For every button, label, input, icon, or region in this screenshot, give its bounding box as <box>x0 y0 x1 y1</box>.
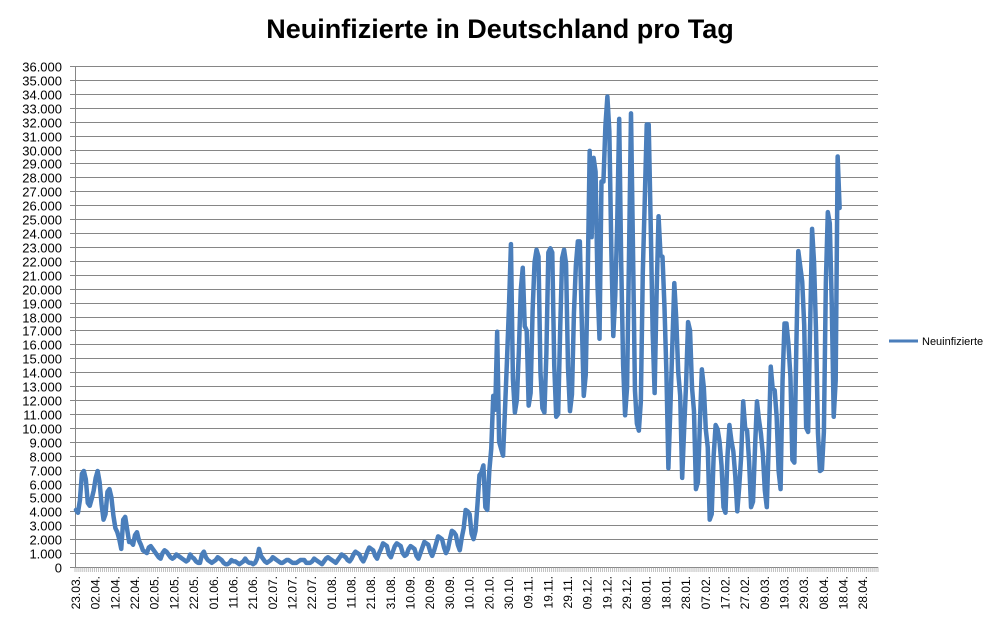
x-tick-label: 22.05. <box>187 576 201 609</box>
y-tick-label: 28.000 <box>22 171 62 186</box>
y-tick-label: 2.000 <box>29 533 62 548</box>
x-tick-label: 09.11. <box>522 576 536 608</box>
x-tick-label: 28.04. <box>856 576 870 609</box>
y-tick-label: 3.000 <box>29 519 62 534</box>
x-tick-label: 29.11. <box>561 576 575 608</box>
y-tick-label: 16.000 <box>22 338 62 353</box>
x-tick-label: 29.12. <box>620 576 634 609</box>
x-tick-label: 22.07. <box>305 576 319 609</box>
x-tick-label: 18.04. <box>837 576 851 609</box>
x-tick-label: 18.01. <box>659 576 673 609</box>
gridlines <box>70 66 878 568</box>
x-tick-label: 01.06. <box>207 576 221 609</box>
x-tick-label: 02.05. <box>148 576 162 609</box>
x-tick-label: 30.10. <box>502 576 516 609</box>
y-tick-label: 14.000 <box>22 366 62 381</box>
y-tick-label: 15.000 <box>22 352 62 367</box>
x-tick-label: 02.07. <box>266 576 280 609</box>
y-tick-label: 17.000 <box>22 324 62 339</box>
x-tick-label: 08.04. <box>817 576 831 609</box>
y-tick-label: 18.000 <box>22 311 62 326</box>
y-tick-label: 32.000 <box>22 116 62 131</box>
y-tick-label: 27.000 <box>22 185 62 200</box>
x-tick-label: 10.09. <box>404 576 418 609</box>
legend-label: Neuinfizierte <box>922 336 983 348</box>
y-tick-label: 31.000 <box>22 130 62 145</box>
x-tick-label: 09.03. <box>758 576 772 609</box>
x-tick-label: 12.04. <box>108 576 122 609</box>
y-tick-label: 8.000 <box>29 450 62 465</box>
x-tick-label: 29.03. <box>797 576 811 609</box>
y-tick-label: 22.000 <box>22 255 62 270</box>
x-tick-label: 19.12. <box>600 576 614 609</box>
y-tick-label: 36.000 <box>22 60 62 75</box>
y-tick-label: 21.000 <box>22 269 62 284</box>
y-tick-label: 26.000 <box>22 199 62 214</box>
y-tick-label: 4.000 <box>29 505 62 520</box>
y-tick-label: 34.000 <box>22 88 62 103</box>
x-tick-label: 27.02. <box>738 576 752 609</box>
x-tick-label: 17.02. <box>719 576 733 609</box>
y-tick-label: 20.000 <box>22 283 62 298</box>
chart-title: Neuinfizierte in Deutschland pro Tag <box>266 14 734 44</box>
legend: Neuinfizierte <box>889 336 983 348</box>
y-tick-label: 1.000 <box>29 547 62 562</box>
y-axis-tick-labels: 01.0002.0003.0004.0005.0006.0007.0008.00… <box>22 60 62 576</box>
x-tick-label: 08.01. <box>640 576 654 609</box>
y-tick-label: 7.000 <box>29 464 62 479</box>
x-tick-label: 12.07. <box>286 576 300 609</box>
x-axis <box>74 66 879 572</box>
x-tick-label: 19.03. <box>778 576 792 609</box>
y-tick-label: 0 <box>55 561 62 576</box>
y-tick-label: 10.000 <box>22 422 62 437</box>
x-tick-label: 21.06. <box>246 576 260 609</box>
x-tick-label: 20.09. <box>423 576 437 609</box>
y-tick-label: 24.000 <box>22 227 62 242</box>
x-tick-label: 22.04. <box>128 576 142 609</box>
x-tick-label: 21.08. <box>364 576 378 609</box>
y-tick-label: 33.000 <box>22 102 62 117</box>
x-tick-label: 09.12. <box>581 576 595 609</box>
y-tick-label: 12.000 <box>22 394 62 409</box>
x-tick-label: 01.08. <box>325 576 339 609</box>
x-tick-label: 30.09. <box>443 576 457 609</box>
y-tick-label: 35.000 <box>22 74 62 89</box>
y-tick-label: 30.000 <box>22 144 62 159</box>
x-tick-label: 10.10. <box>463 576 477 609</box>
x-tick-label: 07.02. <box>699 576 713 609</box>
x-tick-label: 23.03. <box>69 576 83 609</box>
x-tick-label: 12.05. <box>167 576 181 609</box>
series-layer <box>73 94 842 567</box>
y-tick-label: 13.000 <box>22 380 62 395</box>
y-tick-label: 11.000 <box>23 408 62 423</box>
x-tick-label: 02.04. <box>89 576 103 609</box>
x-tick-label: 20.10. <box>482 576 496 609</box>
y-tick-label: 9.000 <box>29 436 62 451</box>
series-line-neuinfizierte <box>73 94 842 567</box>
y-tick-label: 6.000 <box>29 478 62 493</box>
x-tick-label: 11.08. <box>345 576 359 608</box>
x-axis-tick-labels: 23.03. 02.04. 12.04. 22.04. 02.05. 12.05. 22.0… <box>69 576 870 609</box>
y-tick-label: 25.000 <box>22 213 62 228</box>
x-minor-ticks <box>74 567 879 572</box>
x-tick-label: 19.11. <box>541 576 555 608</box>
x-tick-label: 28.01. <box>679 576 693 609</box>
y-tick-label: 23.000 <box>22 241 62 256</box>
y-tick-label: 29.000 <box>22 157 62 172</box>
y-tick-label: 5.000 <box>29 491 62 506</box>
x-tick-label: 11.06. <box>226 576 240 608</box>
y-tick-label: 19.000 <box>22 297 62 312</box>
x-tick-label: 31.08. <box>384 576 398 609</box>
